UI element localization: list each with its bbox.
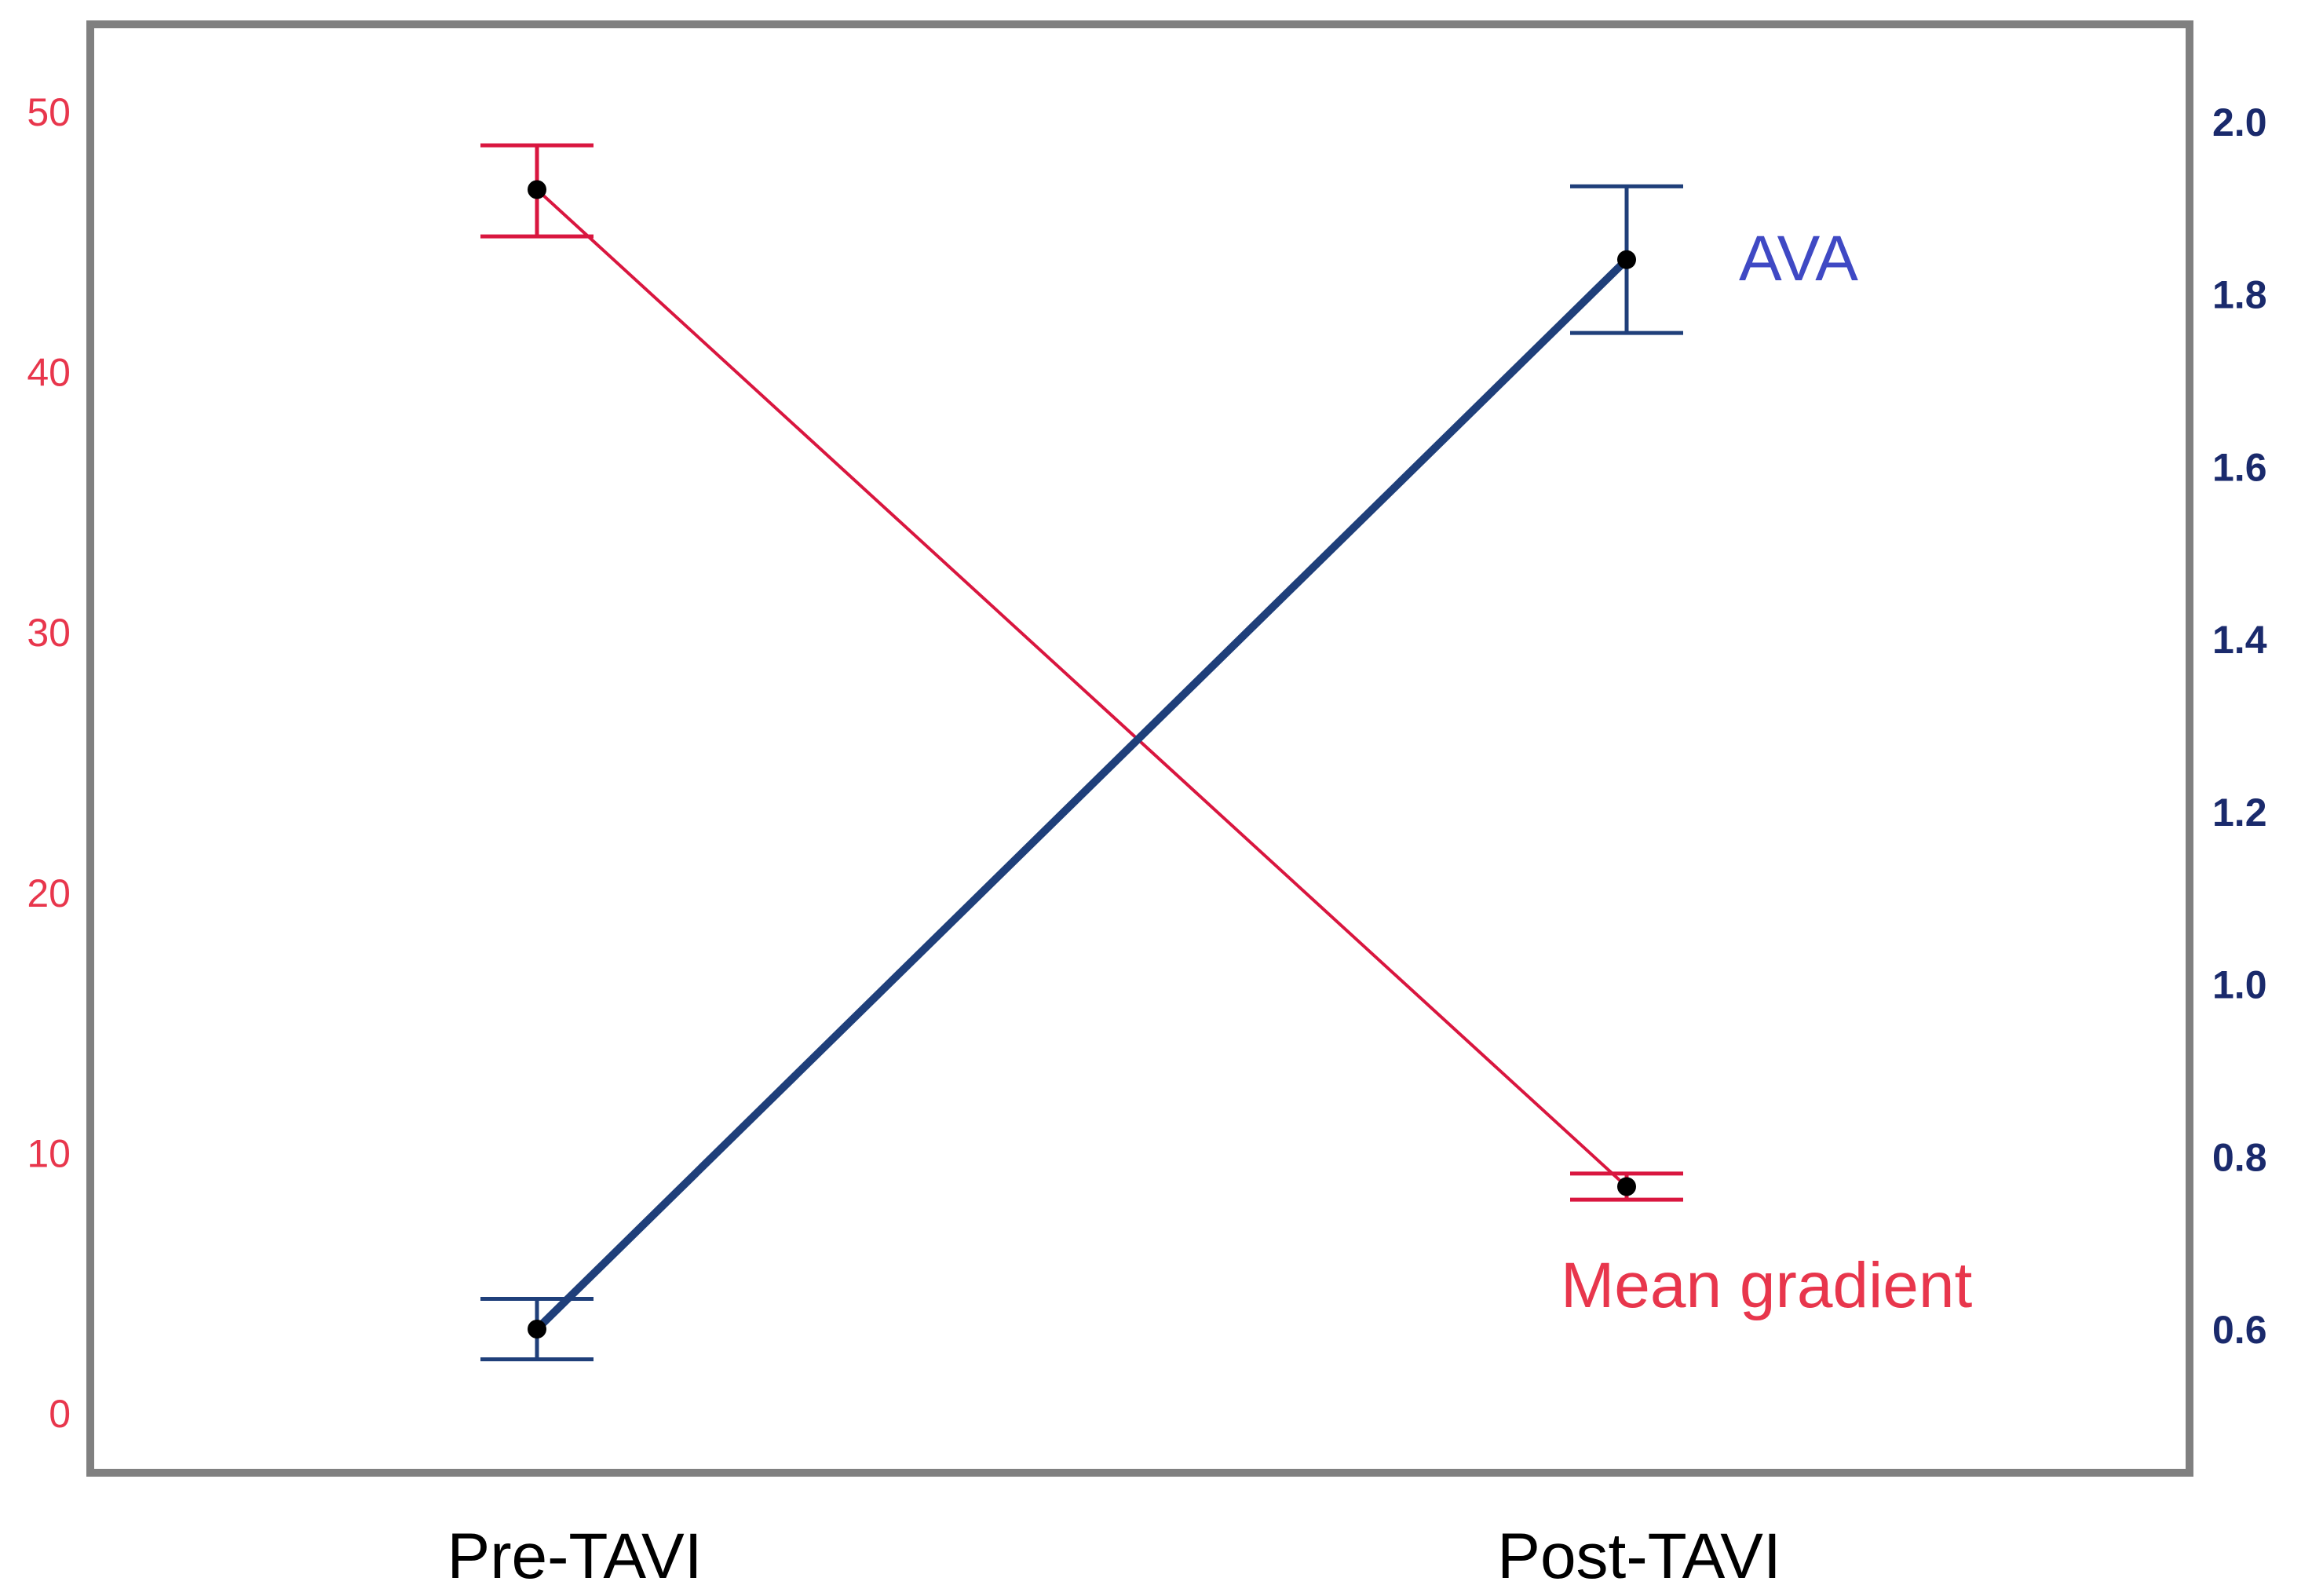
right-tick-label: 1.2 <box>2212 791 2267 835</box>
series-label-ava: AVA <box>1739 223 1858 294</box>
left-tick-label: 30 <box>27 611 71 655</box>
left-tick-label: 40 <box>27 351 71 395</box>
series-line-mean-gradient <box>535 188 1628 1189</box>
data-point-ava <box>528 1320 546 1339</box>
right-tick-label: 1.0 <box>2212 963 2267 1007</box>
left-tick-label: 10 <box>27 1131 71 1175</box>
left-tick-label: 0 <box>49 1392 71 1436</box>
series-layer <box>480 143 1683 1361</box>
left-tick-label: 20 <box>27 871 71 915</box>
right-tick-label: 2.0 <box>2212 100 2267 144</box>
data-point-mean-gradient <box>1617 1177 1636 1196</box>
right-tick-label: 1.4 <box>2212 618 2267 662</box>
data-point-mean-gradient <box>528 180 546 199</box>
x-category-pre-tavi: Pre-TAVI <box>447 1521 703 1592</box>
right-axis-ticks: 0.6 0.8 1.0 1.2 1.4 1.6 1.8 2.0 <box>2212 100 2267 1352</box>
series-label-mean-gradient: Mean gradient <box>1561 1250 1972 1321</box>
data-point-ava <box>1617 250 1636 269</box>
series-line-ava <box>533 255 1631 1333</box>
plot-frame <box>86 20 2193 1477</box>
right-tick-label: 1.8 <box>2212 273 2267 317</box>
left-tick-label: 50 <box>27 90 71 134</box>
left-axis-ticks: 0 10 20 30 40 50 <box>27 90 71 1436</box>
right-tick-label: 1.6 <box>2212 445 2267 489</box>
right-tick-label: 0.8 <box>2212 1135 2267 1179</box>
x-category-post-tavi: Post-TAVI <box>1497 1521 1781 1592</box>
right-tick-label: 0.6 <box>2212 1308 2267 1352</box>
